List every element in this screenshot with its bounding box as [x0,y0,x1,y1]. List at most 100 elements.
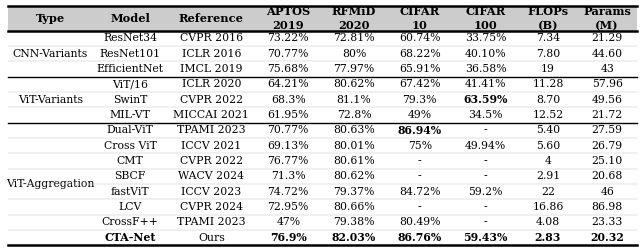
Text: 86.98: 86.98 [591,202,623,212]
Text: Type: Type [36,13,65,24]
Text: -: - [484,202,487,212]
Text: 86.94%: 86.94% [397,125,442,136]
Text: 82.03%: 82.03% [332,232,376,243]
Text: 79.37%: 79.37% [333,187,374,197]
Text: 44.60: 44.60 [591,49,623,59]
Text: 72.8%: 72.8% [337,110,371,120]
Text: 46: 46 [600,187,614,197]
Text: -: - [484,217,487,227]
Bar [8,123,637,138]
Text: 59.2%: 59.2% [468,187,503,197]
Text: CTA-Net: CTA-Net [104,232,156,243]
Text: 61.95%: 61.95% [268,110,309,120]
Text: 4: 4 [545,156,552,166]
Text: 76.77%: 76.77% [268,156,309,166]
Text: 80.63%: 80.63% [333,125,375,135]
Text: 59.43%: 59.43% [463,232,508,243]
Text: 16.86: 16.86 [532,202,564,212]
Text: CrossF++: CrossF++ [102,217,159,227]
Text: ICLR 2016: ICLR 2016 [182,49,241,59]
Text: CIFAR
100: CIFAR 100 [465,6,506,31]
Text: 26.79: 26.79 [591,141,623,151]
Text: -: - [418,202,422,212]
Bar [8,230,637,245]
Text: 47%: 47% [276,217,300,227]
Text: 8.70: 8.70 [536,95,560,105]
Text: ResNet34: ResNet34 [103,33,157,43]
Text: 80.61%: 80.61% [333,156,375,166]
Text: 36.58%: 36.58% [465,64,506,74]
Text: ResNet101: ResNet101 [100,49,161,59]
Bar [8,215,637,230]
Text: 69.13%: 69.13% [268,141,309,151]
Text: fastViT: fastViT [111,187,149,197]
Text: CNN-Variants: CNN-Variants [13,49,88,59]
Text: 7.34: 7.34 [536,33,560,43]
Bar [8,77,637,92]
Text: 70.77%: 70.77% [268,49,309,59]
Bar [8,6,637,31]
Text: 7.80: 7.80 [536,49,560,59]
Text: CVPR 2024: CVPR 2024 [180,202,243,212]
Text: 20.32: 20.32 [590,232,624,243]
Text: 27.59: 27.59 [592,125,623,135]
Text: CVPR 2016: CVPR 2016 [180,33,243,43]
Text: 63.59%: 63.59% [463,94,508,105]
Text: 34.5%: 34.5% [468,110,503,120]
Text: 49.94%: 49.94% [465,141,506,151]
Text: 40.10%: 40.10% [465,49,506,59]
Text: -: - [484,156,487,166]
Text: 81.1%: 81.1% [337,95,371,105]
Text: 80.01%: 80.01% [333,141,375,151]
Text: 5.60: 5.60 [536,141,560,151]
Text: TPAMI 2023: TPAMI 2023 [177,217,246,227]
Text: ViT-Aggregation: ViT-Aggregation [6,179,95,189]
Text: 25.10: 25.10 [591,156,623,166]
Text: 84.72%: 84.72% [399,187,440,197]
Bar [8,31,637,46]
Text: 43: 43 [600,64,614,74]
Text: 76.9%: 76.9% [270,232,307,243]
Text: 79.38%: 79.38% [333,217,375,227]
Text: APTOS
2019: APTOS 2019 [266,6,310,31]
Text: 80.66%: 80.66% [333,202,375,212]
Text: 75%: 75% [408,141,432,151]
Text: IMCL 2019: IMCL 2019 [180,64,243,74]
Text: Model: Model [110,13,150,24]
Text: MICCAI 2021: MICCAI 2021 [173,110,250,120]
Bar [8,46,637,62]
Text: 80.62%: 80.62% [333,171,375,181]
Text: Dual-ViT: Dual-ViT [107,125,154,135]
Text: CMT: CMT [116,156,143,166]
Text: 2.83: 2.83 [535,232,561,243]
Text: 67.42%: 67.42% [399,79,440,89]
Text: 71.3%: 71.3% [271,171,306,181]
Bar [8,199,637,215]
Text: MIL-VT: MIL-VT [109,110,150,120]
Text: 11.28: 11.28 [532,79,564,89]
Text: CVPR 2022: CVPR 2022 [180,156,243,166]
Text: EfficientNet: EfficientNet [97,64,164,74]
Text: SwinT: SwinT [113,95,147,105]
Text: RFMiD
2020: RFMiD 2020 [332,6,376,31]
Text: -: - [418,156,422,166]
Bar [8,92,637,107]
Text: FLOPs
(B): FLOPs (B) [527,6,568,31]
Text: 74.72%: 74.72% [268,187,309,197]
Bar [8,107,637,123]
Text: Cross ViT: Cross ViT [104,141,157,151]
Bar [8,169,637,184]
Text: 49.56: 49.56 [592,95,623,105]
Text: 5.40: 5.40 [536,125,560,135]
Bar [8,153,637,169]
Text: 68.3%: 68.3% [271,95,306,105]
Text: 12.52: 12.52 [532,110,564,120]
Text: WACV 2024: WACV 2024 [179,171,244,181]
Text: 80.62%: 80.62% [333,79,375,89]
Text: Reference: Reference [179,13,244,24]
Text: 21.29: 21.29 [591,33,623,43]
Text: 80%: 80% [342,49,366,59]
Text: 86.76%: 86.76% [397,232,442,243]
Text: 79.3%: 79.3% [403,95,437,105]
Text: 80.49%: 80.49% [399,217,440,227]
